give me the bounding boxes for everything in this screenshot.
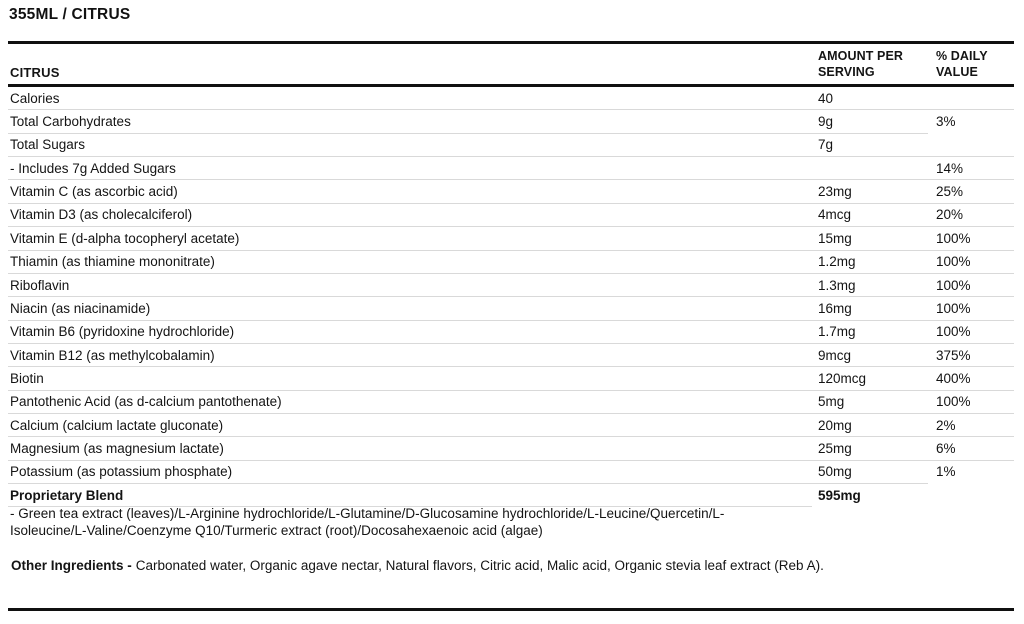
table-row: Thiamin (as thiamine mononitrate) 1.2mg … xyxy=(8,250,1014,275)
nutrient-name: Total Carbohydrates xyxy=(10,114,131,130)
table-row: Vitamin D3 (as cholecalciferol) 4mcg 20% xyxy=(8,203,1014,228)
daily-value: 1% xyxy=(936,464,956,480)
daily-value: 375% xyxy=(936,347,971,363)
nutrient-name: Magnesium (as magnesium lactate) xyxy=(10,441,224,457)
table-body: Calories 40 Total Carbohydrates 9g 3% To… xyxy=(8,87,1014,508)
other-ingredients-label: Other Ingredients - xyxy=(11,558,132,573)
amount-value: 1.2mg xyxy=(818,254,856,270)
table-row: Potassium (as potassium phosphate) 50mg … xyxy=(8,460,1014,485)
table-header-rule xyxy=(8,84,1014,87)
table-row: Total Carbohydrates 9g 3% xyxy=(8,110,1014,135)
amount-value: 23mg xyxy=(818,184,852,200)
daily-value: 100% xyxy=(936,254,971,270)
table-row: Vitamin B12 (as methylcobalamin) 9mcg 37… xyxy=(8,343,1014,368)
nutrient-name: Niacin (as niacinamide) xyxy=(10,300,151,316)
daily-value: 100% xyxy=(936,394,971,410)
daily-value: 14% xyxy=(936,160,964,176)
nutrient-name: Potassium (as potassium phosphate) xyxy=(10,464,233,480)
other-ingredients-line: Other Ingredients - Carbonated water, Org… xyxy=(11,558,1001,574)
amount-value: 40 xyxy=(818,90,834,106)
nutrient-name: Calories xyxy=(10,90,60,106)
table-row: Vitamin C (as ascorbic acid) 23mg 25% xyxy=(8,180,1014,205)
table-row: Proprietary Blend 595mg xyxy=(8,484,1014,508)
daily-value: 100% xyxy=(936,324,971,340)
table-row: Total Sugars 7g xyxy=(8,133,1014,158)
amount-value: 9mcg xyxy=(818,347,852,363)
amount-value: 595mg xyxy=(818,487,861,503)
page-bottom-rule xyxy=(8,608,1014,611)
table-row: Pantothenic Acid (as d-calcium pantothen… xyxy=(8,390,1014,415)
daily-value: 25% xyxy=(936,184,964,200)
nutrient-name: Calcium (calcium lactate gluconate) xyxy=(10,417,224,433)
nutrient-name: Total Sugars xyxy=(10,137,86,153)
amount-value: 1.3mg xyxy=(818,277,856,293)
nutrient-name: Riboflavin xyxy=(10,277,70,293)
daily-value: 100% xyxy=(936,277,971,293)
daily-value: 3% xyxy=(936,114,956,130)
daily-value: 400% xyxy=(936,370,971,386)
daily-value: 2% xyxy=(936,417,956,433)
nutrient-name: Vitamin B12 (as methylcobalamin) xyxy=(10,347,215,363)
table-top-rule xyxy=(8,41,1014,44)
table-row: Calcium (calcium lactate gluconate) 20mg… xyxy=(8,414,1014,438)
column-header-daily-value: % DAILY VALUE xyxy=(936,49,988,79)
table-header-row: CITRUS AMOUNT PER SERVING % DAILY VALUE xyxy=(8,44,1014,84)
amount-value: 1.7mg xyxy=(818,324,856,340)
amount-value: 120mcg xyxy=(818,370,867,386)
nutrient-name: Vitamin D3 (as cholecalciferol) xyxy=(10,207,193,223)
table-row: Magnesium (as magnesium lactate) 25mg 6% xyxy=(8,437,1014,462)
table-row: - Includes 7g Added Sugars 14% xyxy=(8,157,1014,181)
page-title: 355ML / CITRUS xyxy=(9,6,131,23)
amount-value: 25mg xyxy=(818,441,852,457)
amount-value: 20mg xyxy=(818,417,852,433)
table-row: Vitamin E (d-alpha tocopheryl acetate) 1… xyxy=(8,227,1014,251)
amount-value: 9g xyxy=(818,114,834,130)
amount-value: 7g xyxy=(818,137,834,153)
table-row: Niacin (as niacinamide) 16mg 100% xyxy=(8,297,1014,321)
nutrient-name: Vitamin E (d-alpha tocopheryl acetate) xyxy=(10,230,240,246)
nutrient-name: Vitamin C (as ascorbic acid) xyxy=(10,184,178,200)
column-header-flavor: CITRUS xyxy=(10,65,60,80)
table-row: Vitamin B6 (pyridoxine hydrochloride) 1.… xyxy=(8,320,1014,345)
table-row: Calories 40 xyxy=(8,87,1014,111)
column-header-amount-per-serving: AMOUNT PER SERVING xyxy=(818,49,904,79)
amount-value: 50mg xyxy=(818,464,852,480)
amount-value: 5mg xyxy=(818,394,845,410)
nutrient-name: Thiamin (as thiamine mononitrate) xyxy=(10,254,215,270)
other-ingredients-text: Carbonated water, Organic agave nectar, … xyxy=(135,558,824,573)
amount-value: 4mcg xyxy=(818,207,852,223)
amount-value: 16mg xyxy=(818,300,852,316)
daily-value: 100% xyxy=(936,300,971,316)
daily-value: 6% xyxy=(936,441,956,457)
nutrient-name: Pantothenic Acid (as d-calcium pantothen… xyxy=(10,394,282,410)
table-row: Riboflavin 1.3mg 100% xyxy=(8,273,1014,298)
daily-value: 20% xyxy=(936,207,964,223)
proprietary-blend-ingredients-note: - Green tea extract (leaves)/L-Arginine … xyxy=(10,506,725,538)
amount-value: 15mg xyxy=(818,230,852,246)
table-row: Biotin 120mcg 400% xyxy=(8,367,1014,392)
nutrition-table: CITRUS AMOUNT PER SERVING % DAILY VALUE … xyxy=(8,41,1014,508)
nutrient-name: Proprietary Blend xyxy=(10,487,124,503)
nutrient-name: Vitamin B6 (pyridoxine hydrochloride) xyxy=(10,324,235,340)
nutrient-name: - Includes 7g Added Sugars xyxy=(10,160,176,176)
nutrient-name: Biotin xyxy=(10,370,44,386)
daily-value: 100% xyxy=(936,230,971,246)
